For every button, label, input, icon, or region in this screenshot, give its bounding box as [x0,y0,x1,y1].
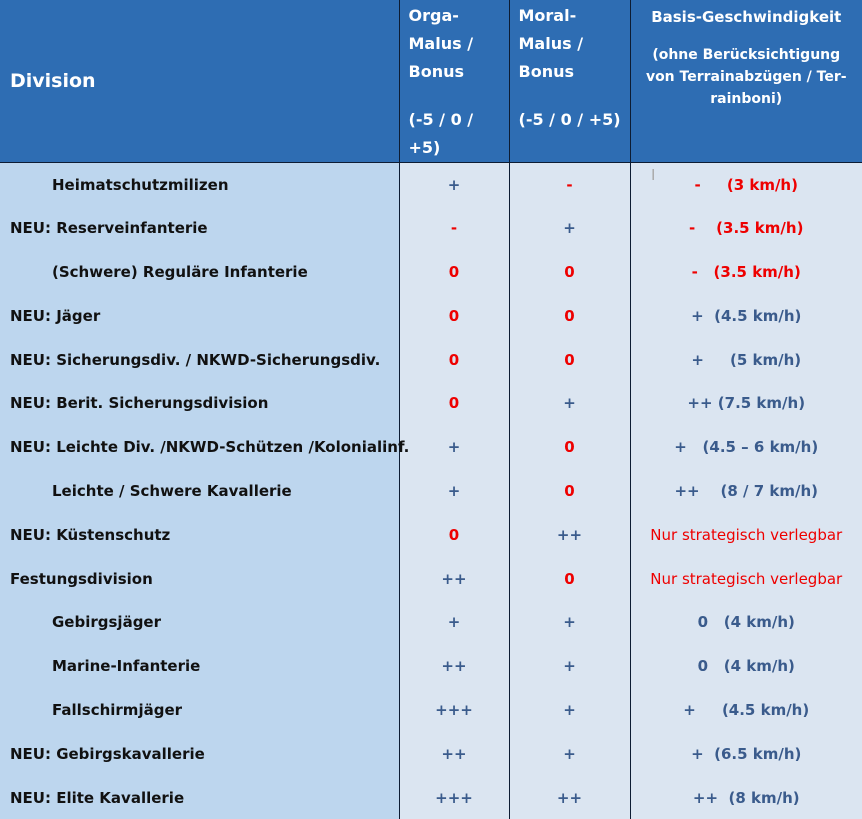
speed-value: 0 (4 km/h) [630,600,862,644]
header-moral: Moral- Malus / Bonus (-5 / 0 / +5) [509,0,630,163]
division-name: Heimatschutzmilizen [0,163,399,207]
division-name: (Schwere) Reguläre Infanterie [0,250,399,294]
table-row: Leichte / Schwere Kavallerie + 0 ++ (8 /… [0,469,862,513]
orga-value: ++ [399,644,509,688]
orga-value: 0 [399,381,509,425]
orga-value: +++ [399,776,509,819]
speed-value: ++ (8 km/h) [630,776,862,819]
moral-value: 0 [509,469,630,513]
header-orga-line3: Bonus [409,62,465,81]
speed-value: ++ (7.5 km/h) [630,381,862,425]
table-row: NEU: Elite Kavallerie +++ ++ ++ (8 km/h) [0,776,862,819]
table-row: Heimatschutzmilizen + - - (3 km/h) [0,163,862,207]
moral-value: 0 [509,338,630,382]
table-row: Marine-Infanterie ++ + 0 (4 km/h) [0,644,862,688]
orga-value: + [399,163,509,207]
division-name: Fallschirmjäger [0,688,399,732]
text-cursor-icon: I [651,166,655,184]
table-row: Gebirgsjäger + + 0 (4 km/h) [0,600,862,644]
moral-value: 0 [509,294,630,338]
moral-value: + [509,644,630,688]
table-row: Fallschirmjäger +++ + + (4.5 km/h) [0,688,862,732]
table-row: NEU: Jäger 0 0 + (4.5 km/h) [0,294,862,338]
speed-value: + (6.5 km/h) [630,732,862,776]
division-name: NEU: Jäger [0,294,399,338]
header-orga-line2: Malus / [409,34,474,53]
header-orga-line1: Orga- [409,6,459,25]
moral-value: + [509,688,630,732]
table-row: NEU: Küstenschutz 0 ++ Nur strategisch v… [0,513,862,557]
division-name: NEU: Küstenschutz [0,513,399,557]
moral-value: - [509,163,630,207]
division-name: NEU: Leichte Div. /NKWD-Schützen /Koloni… [0,425,399,469]
moral-value: + [509,206,630,250]
orga-value: ++ [399,557,509,601]
speed-value: + (4.5 – 6 km/h) [630,425,862,469]
speed-value: - (3.5 km/h) [630,206,862,250]
orga-value: 0 [399,250,509,294]
table-row: NEU: Reserveinfanterie - + - (3.5 km/h) [0,206,862,250]
speed-value: 0 (4 km/h) [630,644,862,688]
speed-value: ++ (8 / 7 km/h) [630,469,862,513]
division-name: Festungsdivision [0,557,399,601]
table-row: NEU: Leichte Div. /NKWD-Schützen /Koloni… [0,425,862,469]
division-name: NEU: Reserveinfanterie [0,206,399,250]
orga-value: 0 [399,294,509,338]
moral-value: + [509,381,630,425]
header-row: Division Orga- Malus / Bonus (-5 / 0 / +… [0,0,862,163]
orga-value: 0 [399,338,509,382]
speed-value: Nur strategisch verlegbar [630,513,862,557]
header-speed: Basis-Geschwindigkeit (ohne Berücksichti… [630,0,862,163]
header-moral-line3: Bonus [519,62,575,81]
table-row: NEU: Gebirgskavallerie ++ + + (6.5 km/h) [0,732,862,776]
division-name: Marine-Infanterie [0,644,399,688]
moral-value: ++ [509,776,630,819]
moral-value: ++ [509,513,630,557]
speed-value: - (3 km/h) [630,163,862,207]
header-moral-range: (-5 / 0 / +5) [519,106,630,134]
speed-value: + (4.5 km/h) [630,688,862,732]
speed-value: - (3.5 km/h) [630,250,862,294]
orga-value: ++ [399,732,509,776]
orga-value: + [399,425,509,469]
header-speed-note: (ohne Berücksichtigung von Terrainabzüge… [631,44,862,110]
header-orga-range: (-5 / 0 / +5) [409,106,509,162]
header-speed-title: Basis-Geschwindigkeit [631,6,862,28]
division-name: NEU: Gebirgskavallerie [0,732,399,776]
table-row: NEU: Sicherungsdiv. / NKWD-Sicherungsdiv… [0,338,862,382]
orga-value: + [399,469,509,513]
orga-value: - [399,206,509,250]
speed-value: + (4.5 km/h) [630,294,862,338]
table-row: NEU: Berit. Sicherungsdivision 0 + ++ (7… [0,381,862,425]
moral-value: + [509,600,630,644]
header-moral-line1: Moral- [519,6,577,25]
speed-value: + (5 km/h) [630,338,862,382]
header-moral-line2: Malus / [519,34,584,53]
division-name: NEU: Elite Kavallerie [0,776,399,819]
orga-value: + [399,600,509,644]
division-name: Leichte / Schwere Kavallerie [0,469,399,513]
division-name: NEU: Berit. Sicherungsdivision [0,381,399,425]
division-name: Gebirgsjäger [0,600,399,644]
header-division: Division [0,0,399,163]
moral-value: 0 [509,425,630,469]
division-name: NEU: Sicherungsdiv. / NKWD-Sicherungsdiv… [0,338,399,382]
orga-value: 0 [399,513,509,557]
speed-value: Nur strategisch verlegbar [630,557,862,601]
table-row: Festungsdivision ++ 0 Nur strategisch ve… [0,557,862,601]
header-orga: Orga- Malus / Bonus (-5 / 0 / +5) [399,0,509,163]
moral-value: 0 [509,250,630,294]
moral-value: 0 [509,557,630,601]
table-row: (Schwere) Reguläre Infanterie 0 0 - (3.5… [0,250,862,294]
orga-value: +++ [399,688,509,732]
moral-value: + [509,732,630,776]
